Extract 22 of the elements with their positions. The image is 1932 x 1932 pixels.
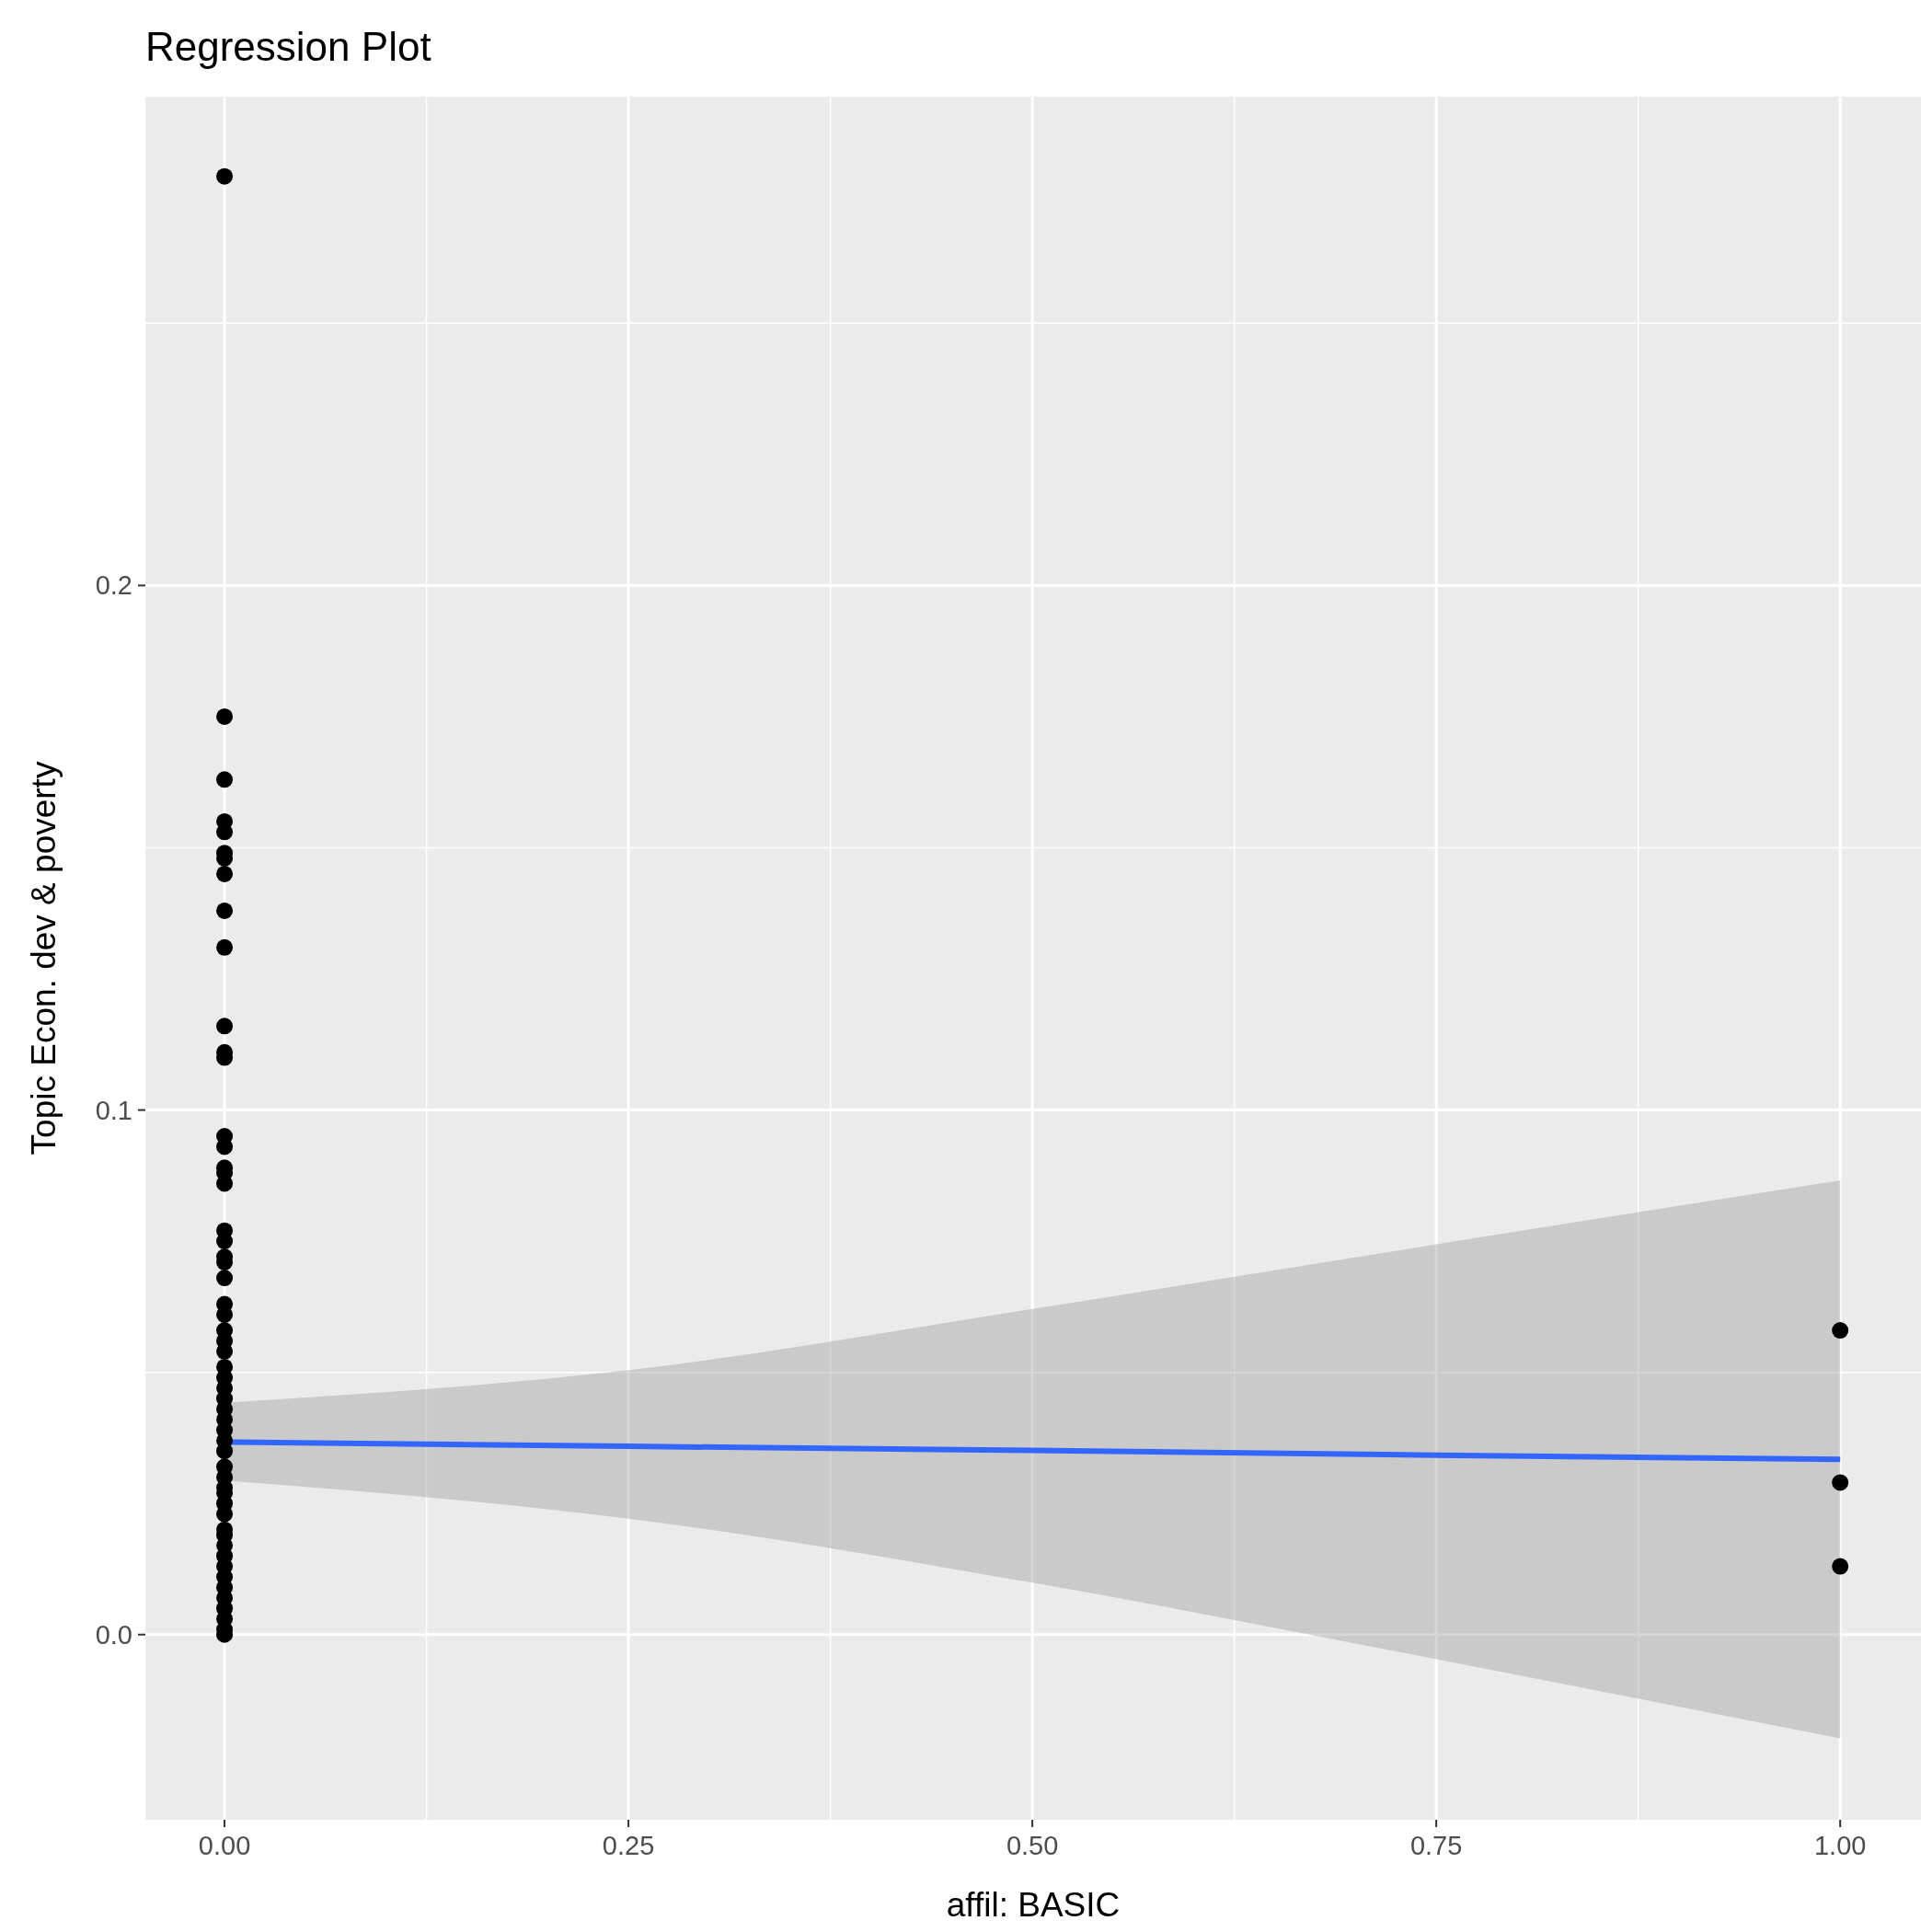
x-tick-label: 0.75 [1409, 1831, 1463, 1860]
point [216, 771, 234, 788]
x-tick-label: 0.50 [1006, 1831, 1059, 1860]
x-tick-label: 0.25 [602, 1831, 655, 1860]
point [216, 707, 234, 725]
point [1832, 1474, 1849, 1491]
y-axis-title: Topic Econ. dev & poverty [25, 761, 63, 1156]
x-axis-title: affil: BASIC [946, 1886, 1121, 1924]
point [216, 938, 234, 956]
point [216, 1270, 234, 1287]
x-tick-label: 0.00 [198, 1831, 251, 1860]
y-tick-label: 0.1 [95, 1095, 132, 1125]
chart-title: Regression Plot [145, 24, 431, 69]
y-tick-label: 0.0 [95, 1619, 132, 1650]
point [1832, 1322, 1849, 1340]
point [216, 865, 234, 882]
point [216, 167, 234, 185]
point [216, 1018, 234, 1035]
y-tick-label: 0.2 [95, 570, 132, 601]
point [216, 902, 234, 919]
x-tick-label: 1.00 [1813, 1831, 1867, 1860]
point [1832, 1558, 1849, 1575]
